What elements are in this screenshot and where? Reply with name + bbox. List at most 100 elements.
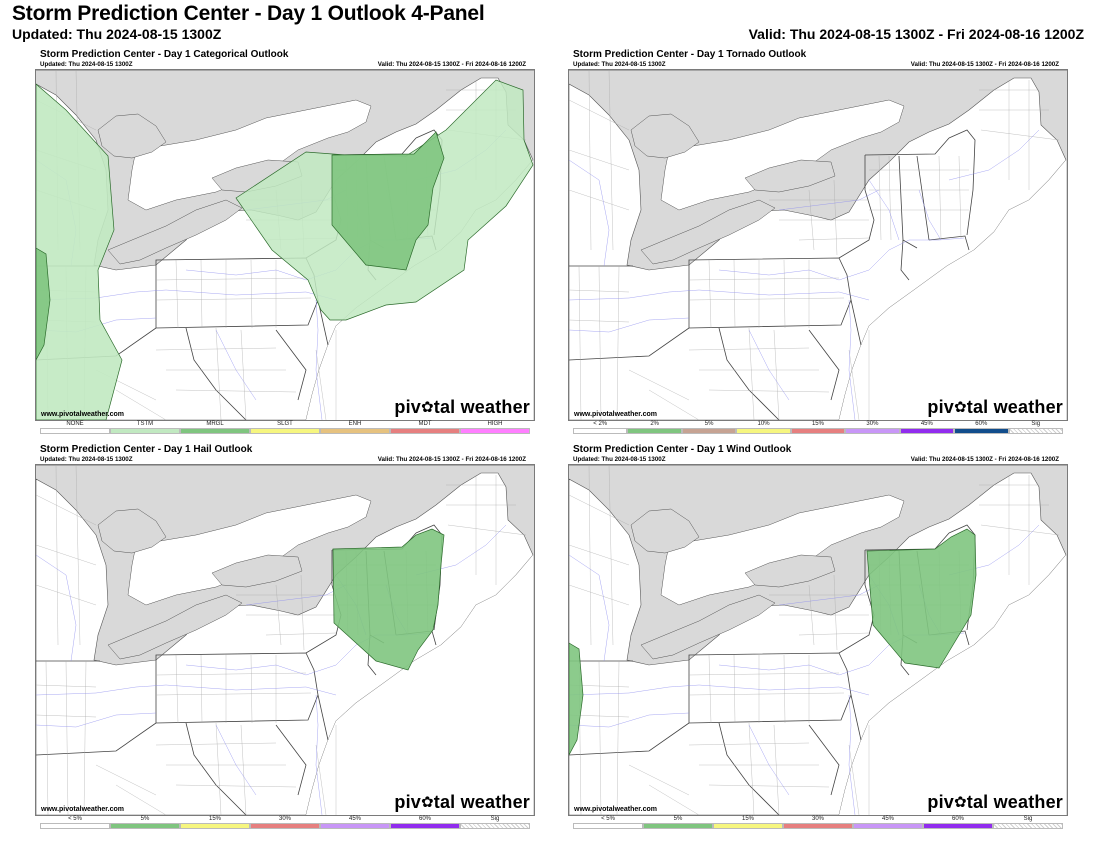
wind-5pct-area-west bbox=[569, 642, 584, 756]
legend-label: < 5% bbox=[601, 816, 615, 822]
legend-swatch bbox=[320, 823, 390, 829]
legend-label: 45% bbox=[348, 816, 361, 822]
legend-swatch bbox=[110, 428, 180, 434]
gear-icon: ✿ bbox=[420, 399, 434, 416]
legend-label: 45% bbox=[920, 421, 933, 427]
panel-updated: Updated: Thu 2024-08-15 1300Z bbox=[573, 61, 666, 68]
legend-label: 45% bbox=[881, 816, 894, 822]
legend-swatch bbox=[783, 823, 853, 829]
legend-item: 30% bbox=[250, 816, 320, 830]
map-canvas bbox=[36, 70, 534, 420]
legend: NONE TSTM MRGL SLGT ENH MDT HIGH bbox=[40, 421, 530, 435]
legend-item: < 5% bbox=[40, 816, 110, 830]
legend-swatch bbox=[460, 823, 530, 829]
legend-label: 5% bbox=[704, 421, 714, 427]
legend-label: MDT bbox=[418, 421, 432, 427]
legend-swatch bbox=[899, 428, 955, 434]
brand-watermark: piv✿tal weather bbox=[394, 792, 530, 812]
legend-item: NONE bbox=[40, 421, 110, 435]
brand-watermark: piv✿tal weather bbox=[927, 397, 1063, 417]
legend-swatch bbox=[180, 428, 250, 434]
risk-areas bbox=[36, 79, 534, 420]
panel-title: Storm Prediction Center - Day 1 Hail Out… bbox=[40, 444, 253, 455]
legend-label: 5% bbox=[140, 816, 150, 822]
legend-item: 10% bbox=[736, 421, 791, 435]
legend-label: 15% bbox=[741, 816, 754, 822]
legend-label: 60% bbox=[975, 421, 988, 427]
legend-item: 60% bbox=[954, 421, 1009, 435]
wind-map: www.pivotalweather.com piv✿tal weather bbox=[568, 464, 1068, 816]
hail-5pct-area bbox=[332, 528, 445, 671]
legend-label: 30% bbox=[811, 816, 824, 822]
legend-item: 30% bbox=[845, 421, 900, 435]
legend-label: 60% bbox=[418, 816, 431, 822]
legend-swatch bbox=[1008, 428, 1063, 434]
legend-swatch bbox=[250, 428, 320, 434]
brand-watermark: piv✿tal weather bbox=[394, 397, 530, 417]
site-watermark: www.pivotalweather.com bbox=[41, 806, 124, 813]
legend-swatch bbox=[713, 823, 783, 829]
legend-label: Sig bbox=[1031, 421, 1041, 427]
site-watermark: www.pivotalweather.com bbox=[41, 411, 124, 418]
mrgl-area-east bbox=[331, 131, 445, 271]
brand-watermark: piv✿tal weather bbox=[927, 792, 1063, 812]
panel-title: Storm Prediction Center - Day 1 Wind Out… bbox=[573, 444, 792, 455]
tstm-area-west bbox=[36, 83, 123, 420]
legend-label: 15% bbox=[208, 816, 221, 822]
legend-swatch bbox=[573, 823, 643, 829]
legend-label: < 5% bbox=[68, 816, 82, 822]
wind-panel: Storm Prediction Center - Day 1 Wind Out… bbox=[567, 444, 1068, 834]
panel-title: Storm Prediction Center - Day 1 Tornado … bbox=[573, 49, 807, 60]
site-watermark: www.pivotalweather.com bbox=[574, 411, 657, 418]
legend-label: 5% bbox=[673, 816, 683, 822]
legend: < 5% 5% 15% 30% 45% 60% Sig bbox=[573, 816, 1063, 830]
legend-label: 30% bbox=[278, 816, 291, 822]
legend-swatch bbox=[736, 428, 791, 434]
legend-swatch bbox=[573, 428, 628, 434]
gear-icon: ✿ bbox=[953, 794, 967, 811]
legend-item: 15% bbox=[180, 816, 250, 830]
panel-valid: Valid: Thu 2024-08-15 1300Z - Fri 2024-0… bbox=[377, 456, 526, 463]
legend-swatch bbox=[390, 428, 460, 434]
legend: < 5% 5% 15% 30% 45% 60% Sig bbox=[40, 816, 530, 830]
legend-label: 30% bbox=[866, 421, 879, 427]
legend-swatch bbox=[460, 428, 530, 434]
updated-time: Updated: Thu 2024-08-15 1300Z bbox=[12, 26, 222, 42]
legend-swatch bbox=[40, 428, 110, 434]
legend-item: 45% bbox=[853, 816, 923, 830]
legend-label: Sig bbox=[490, 816, 500, 822]
map-canvas bbox=[569, 70, 1067, 420]
hail-map: www.pivotalweather.com piv✿tal weather bbox=[35, 464, 535, 816]
legend-swatch bbox=[845, 428, 900, 434]
wind-5pct-area-east bbox=[866, 528, 977, 669]
legend-item: 60% bbox=[390, 816, 460, 830]
legend-label: ENH bbox=[348, 421, 362, 427]
panel-title: Storm Prediction Center - Day 1 Categori… bbox=[40, 49, 289, 60]
legend-item: ENH bbox=[320, 421, 390, 435]
legend-swatch bbox=[180, 823, 250, 829]
legend-item: 5% bbox=[681, 421, 737, 435]
panel-valid: Valid: Thu 2024-08-15 1300Z - Fri 2024-0… bbox=[910, 456, 1059, 463]
legend-item: 5% bbox=[643, 816, 713, 830]
legend-label: < 2% bbox=[593, 421, 608, 427]
legend-item: 15% bbox=[713, 816, 783, 830]
legend-swatch bbox=[790, 428, 846, 434]
hail-panel: Storm Prediction Center - Day 1 Hail Out… bbox=[34, 444, 535, 834]
valid-time: Valid: Thu 2024-08-15 1300Z - Fri 2024-0… bbox=[748, 26, 1084, 42]
legend-item: < 5% bbox=[573, 816, 643, 830]
legend-item: HIGH bbox=[460, 421, 530, 435]
legend-item: 45% bbox=[320, 816, 390, 830]
legend-item: Sig bbox=[993, 816, 1063, 830]
legend-label: TSTM bbox=[136, 421, 154, 427]
panel-valid: Valid: Thu 2024-08-15 1300Z - Fri 2024-0… bbox=[910, 61, 1059, 68]
legend-swatch bbox=[40, 823, 110, 829]
legend-label: SLGT bbox=[277, 421, 293, 427]
legend-swatch bbox=[954, 428, 1009, 434]
legend-item: 5% bbox=[110, 816, 180, 830]
legend-swatch bbox=[390, 823, 460, 829]
legend-swatch bbox=[627, 428, 682, 434]
panel-updated: Updated: Thu 2024-08-15 1300Z bbox=[40, 61, 133, 68]
legend-item: 60% bbox=[923, 816, 993, 830]
map-canvas bbox=[569, 465, 1067, 815]
legend-label: HIGH bbox=[487, 421, 503, 427]
